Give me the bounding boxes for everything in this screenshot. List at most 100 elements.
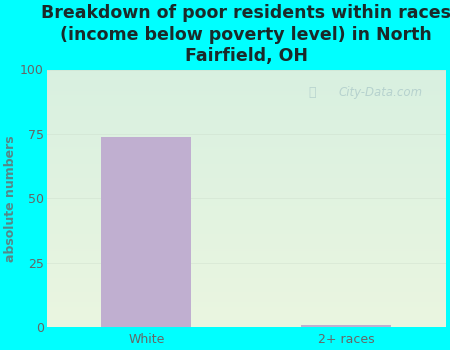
- Bar: [47, 241, 446, 242]
- Bar: [47, 133, 446, 134]
- Bar: [47, 106, 446, 107]
- Bar: [47, 107, 446, 108]
- Bar: [47, 126, 446, 127]
- Bar: [47, 202, 446, 204]
- Bar: [47, 182, 446, 183]
- Bar: [47, 316, 446, 317]
- Bar: [47, 282, 446, 284]
- Bar: [47, 215, 446, 216]
- Bar: [47, 138, 446, 139]
- Bar: [47, 299, 446, 300]
- Bar: [102, 136, 191, 327]
- Bar: [47, 281, 446, 282]
- Bar: [47, 108, 446, 110]
- Bar: [47, 159, 446, 160]
- Bar: [47, 95, 446, 97]
- Bar: [47, 192, 446, 193]
- Bar: [47, 234, 446, 236]
- Bar: [47, 255, 446, 257]
- Bar: [47, 227, 446, 228]
- Bar: [47, 110, 446, 111]
- Bar: [47, 176, 446, 178]
- Bar: [47, 113, 446, 114]
- Bar: [47, 160, 446, 161]
- Bar: [47, 277, 446, 278]
- Bar: [47, 77, 446, 78]
- Bar: [47, 72, 446, 74]
- Bar: [47, 320, 446, 321]
- Bar: [47, 82, 446, 84]
- Bar: [47, 89, 446, 90]
- Bar: [47, 273, 446, 274]
- Bar: [47, 286, 446, 287]
- Bar: [47, 247, 446, 248]
- Bar: [47, 317, 446, 318]
- Bar: [47, 93, 446, 94]
- Bar: [47, 195, 446, 196]
- Bar: [47, 272, 446, 273]
- Bar: [47, 183, 446, 184]
- Bar: [47, 76, 446, 77]
- Bar: [47, 307, 446, 308]
- Bar: [47, 155, 446, 156]
- Bar: [47, 264, 446, 265]
- Bar: [47, 84, 446, 85]
- Bar: [47, 258, 446, 259]
- Bar: [47, 175, 446, 176]
- Bar: [47, 124, 446, 125]
- Bar: [47, 276, 446, 277]
- Bar: [47, 103, 446, 104]
- Bar: [47, 278, 446, 280]
- Bar: [47, 129, 446, 130]
- Bar: [47, 91, 446, 93]
- Bar: [47, 252, 446, 254]
- Bar: [47, 85, 446, 86]
- Bar: [47, 191, 446, 192]
- Bar: [47, 225, 446, 227]
- Bar: [47, 130, 446, 131]
- Bar: [47, 102, 446, 103]
- Bar: [47, 236, 446, 237]
- Bar: [47, 229, 446, 231]
- Bar: [47, 325, 446, 326]
- Bar: [47, 114, 446, 116]
- Bar: [47, 211, 446, 212]
- Bar: [47, 294, 446, 295]
- Bar: [47, 94, 446, 95]
- Bar: [47, 71, 446, 72]
- Bar: [47, 220, 446, 222]
- Bar: [47, 171, 446, 173]
- Bar: [47, 81, 446, 82]
- Bar: [47, 223, 446, 224]
- Bar: [47, 153, 446, 155]
- Bar: [47, 268, 446, 269]
- Bar: [47, 228, 446, 229]
- Bar: [47, 251, 446, 252]
- Bar: [47, 260, 446, 261]
- Bar: [47, 309, 446, 310]
- Bar: [47, 318, 446, 320]
- Bar: [47, 238, 446, 240]
- Bar: [47, 237, 446, 238]
- Bar: [47, 116, 446, 117]
- Bar: [47, 104, 446, 106]
- Bar: [47, 259, 446, 260]
- Bar: [47, 261, 446, 263]
- Bar: [47, 111, 446, 112]
- Bar: [47, 86, 446, 88]
- Bar: [47, 98, 446, 99]
- Bar: [47, 321, 446, 322]
- Bar: [47, 216, 446, 218]
- Bar: [47, 326, 446, 327]
- Bar: [47, 165, 446, 166]
- Bar: [47, 161, 446, 162]
- Bar: [47, 254, 446, 255]
- Bar: [47, 224, 446, 225]
- Bar: [47, 167, 446, 169]
- Bar: [47, 296, 446, 298]
- Bar: [47, 201, 446, 202]
- Bar: [47, 135, 446, 136]
- Bar: [47, 257, 446, 258]
- Bar: [47, 140, 446, 142]
- Bar: [47, 298, 446, 299]
